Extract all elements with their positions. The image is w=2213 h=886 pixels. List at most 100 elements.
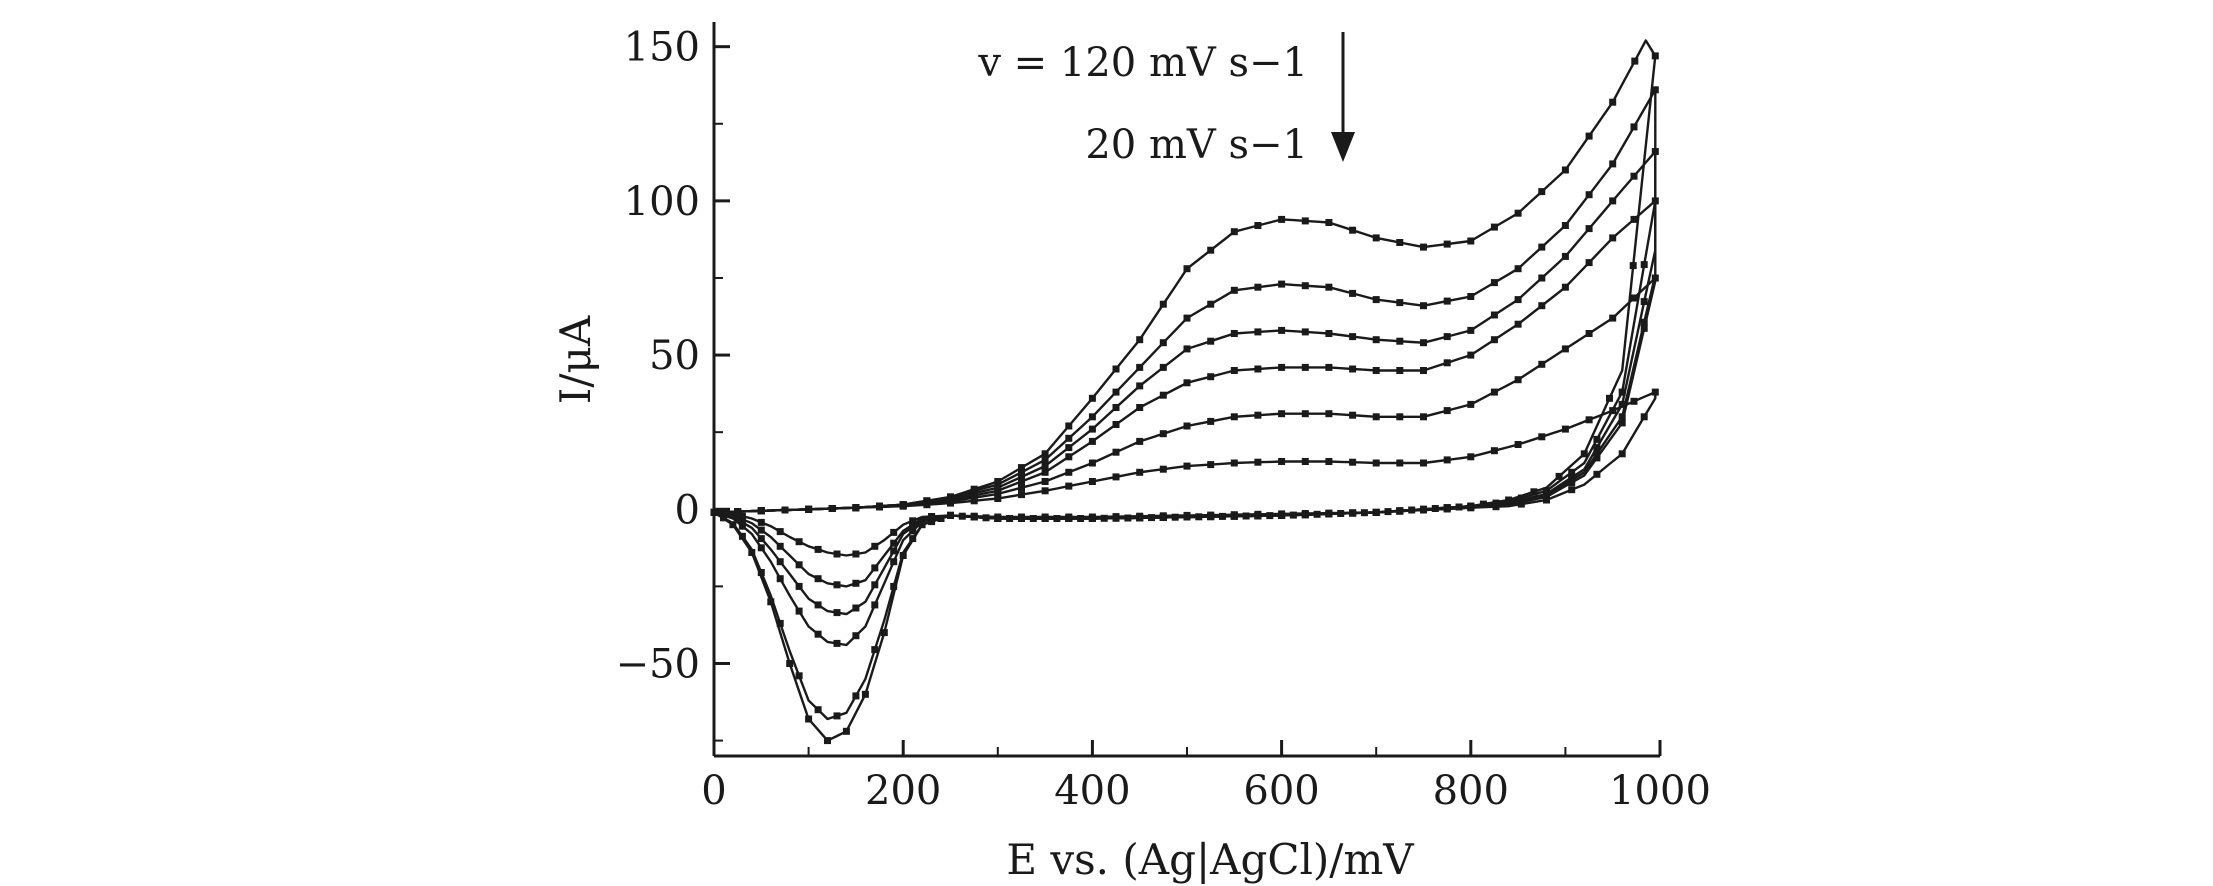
- cv-data-point: [1230, 228, 1238, 236]
- cv-data-point: [1254, 510, 1262, 518]
- cv-data-point: [852, 504, 860, 512]
- cv-data-point: [1538, 302, 1546, 310]
- cv-data-point: [1183, 511, 1191, 519]
- cv-data-point: [1561, 345, 1569, 353]
- cv-data-point: [1651, 52, 1659, 60]
- cv-data-point: [1254, 283, 1262, 291]
- cv-data-point: [1396, 367, 1404, 374]
- cv-data-point: [1593, 435, 1601, 443]
- cv-data-point: [1301, 510, 1309, 517]
- cv-data-point: [861, 690, 869, 698]
- cv-data-point: [1301, 458, 1309, 465]
- cv-data-point: [1467, 326, 1475, 334]
- cv-data-point: [909, 535, 917, 543]
- cv-data-point: [1112, 365, 1120, 373]
- cv-data-point: [1041, 468, 1049, 476]
- cv-data-point: [1396, 459, 1404, 467]
- cv-data-point: [1136, 512, 1144, 520]
- cv-data-point: [1443, 297, 1451, 305]
- cv-data-point: [852, 604, 860, 612]
- cv-data-point: [1443, 359, 1451, 367]
- cv-data-point: [1254, 365, 1262, 373]
- cv-data-point: [1420, 506, 1427, 514]
- cv-data-point: [1651, 274, 1659, 282]
- cv-data-point: [795, 538, 803, 546]
- cv-data-point: [1514, 209, 1522, 217]
- y-tick-label: −50: [616, 641, 700, 687]
- cv-data-point: [1349, 458, 1357, 466]
- cv-data-point: [1230, 459, 1238, 467]
- cv-data-point: [1630, 123, 1638, 131]
- y-tick-label: 150: [624, 25, 700, 71]
- cv-data-point: [923, 501, 931, 509]
- cv-data-point: [1372, 296, 1380, 304]
- cv-data-point: [1630, 215, 1638, 223]
- cv-data-point: [1443, 407, 1451, 415]
- cv-data-point: [1420, 367, 1427, 374]
- cv-data-point: [776, 542, 784, 550]
- cv-data-point: [1207, 300, 1215, 308]
- cv-data-point: [1467, 453, 1475, 461]
- cv-data-point: [1112, 473, 1120, 481]
- cv-data-point: [1420, 243, 1427, 251]
- cv-data-point: [1230, 286, 1238, 294]
- cv-data-point: [833, 609, 841, 617]
- cv-data-point: [1136, 437, 1144, 445]
- cv-data-point: [852, 632, 860, 640]
- cv-data-point: [833, 639, 841, 647]
- cv-data-point: [1349, 289, 1357, 297]
- cv-data-point: [1585, 191, 1593, 199]
- cv-data-point: [1065, 434, 1073, 442]
- cv-data-point: [994, 495, 1002, 502]
- cv-data-point: [1490, 279, 1498, 287]
- cv-data-point: [795, 672, 803, 680]
- cv-data-point: [1538, 274, 1546, 282]
- cv-data-point: [814, 575, 822, 583]
- cv-data-point: [1396, 299, 1404, 307]
- x-tick-label: 1000: [1609, 768, 1711, 814]
- cv-data-point: [947, 499, 954, 507]
- cv-curve-line: [713, 390, 1657, 557]
- cv-data-point: [1396, 337, 1404, 345]
- cv-data-point: [1230, 511, 1238, 519]
- cv-data-point: [767, 598, 775, 606]
- cv-data-point: [1420, 302, 1427, 310]
- cv-data-point: [1065, 444, 1073, 452]
- cv-data-point: [1585, 330, 1593, 337]
- cv-data-point: [1278, 215, 1286, 223]
- cv-data-point: [1618, 388, 1626, 396]
- cv-data-point: [970, 512, 978, 520]
- cv-data-point: [1609, 98, 1617, 106]
- cv-data-point: [871, 581, 879, 589]
- cv-data-point: [994, 513, 1002, 521]
- cv-data-point: [1561, 166, 1569, 174]
- cv-data-point: [1396, 507, 1404, 515]
- cv-data-point: [1018, 513, 1025, 521]
- cv-data-point: [1517, 500, 1525, 508]
- cv-data-point: [1618, 419, 1626, 427]
- cv-curve-line: [713, 276, 1657, 588]
- cv-data-point: [1041, 450, 1049, 458]
- cv-data-point: [1651, 197, 1659, 205]
- cv-data-point: [814, 706, 822, 714]
- cv-data-point: [909, 521, 917, 529]
- cv-data-point: [1538, 188, 1546, 196]
- cv-data-point: [1443, 456, 1451, 464]
- cv-data-point: [738, 522, 746, 530]
- cv-data-point: [1467, 351, 1475, 359]
- cv-data-point: [1018, 484, 1025, 492]
- cv-data-point: [947, 511, 954, 519]
- cv-data-point: [1018, 473, 1025, 481]
- cv-data-point: [757, 507, 765, 515]
- cv-data-point: [1112, 404, 1120, 411]
- cv-data-point: [1514, 441, 1522, 448]
- cv-data-point: [1207, 417, 1215, 425]
- cv-data-point: [1585, 259, 1593, 267]
- cv-data-point: [1372, 508, 1380, 516]
- cv-data-point: [1207, 511, 1215, 519]
- cv-data-point: [1651, 148, 1659, 155]
- cv-data-point: [1159, 339, 1167, 347]
- cv-data-point: [1183, 265, 1191, 273]
- cv-data-point: [1568, 486, 1576, 494]
- cv-data-point: [1065, 422, 1073, 430]
